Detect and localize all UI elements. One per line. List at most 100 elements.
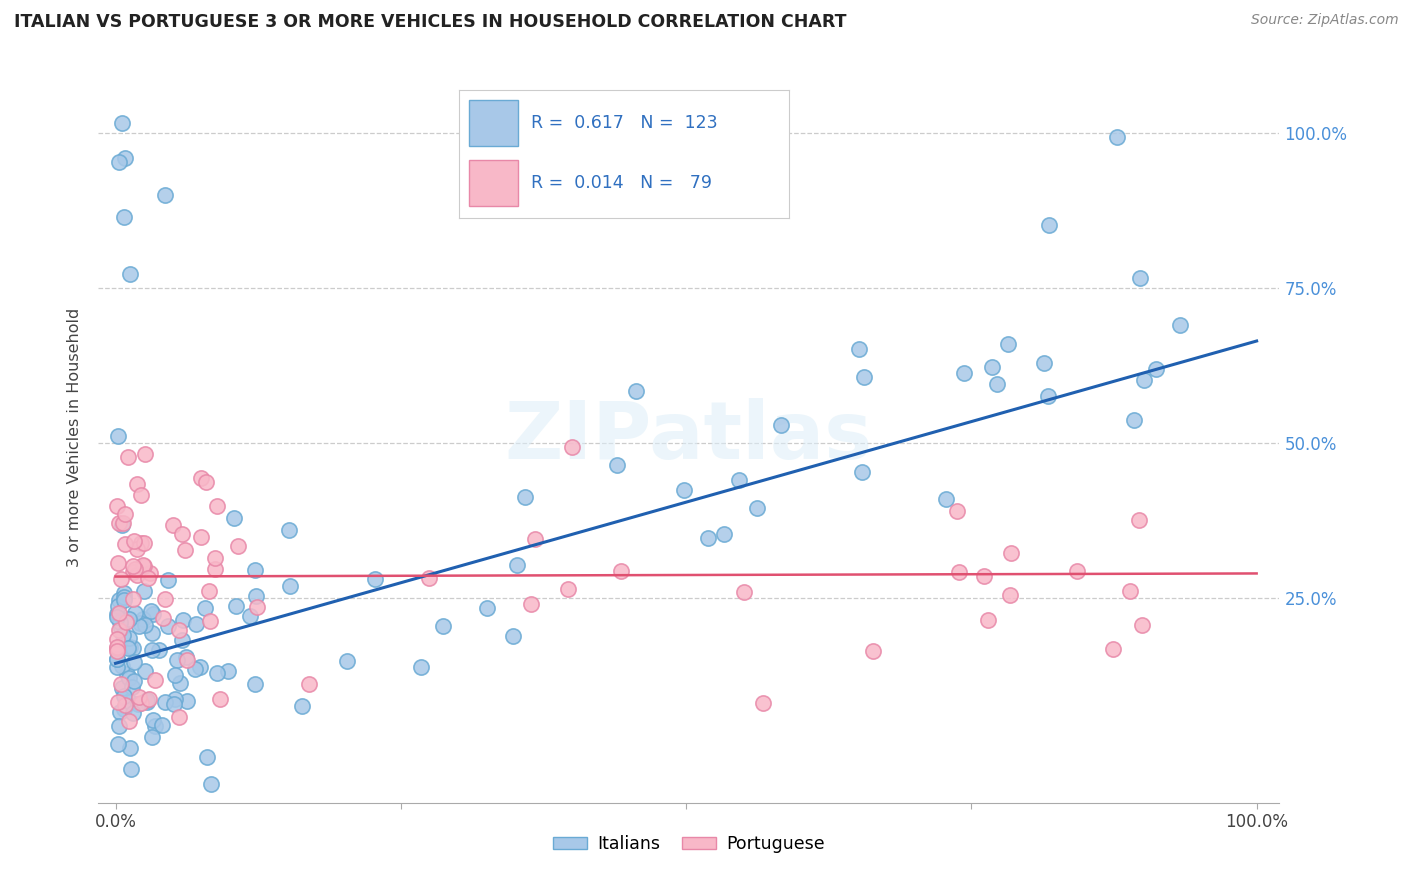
Point — [336, 654, 359, 668]
Point — [125, 477, 148, 491]
Point — [848, 343, 870, 357]
Point — [502, 628, 524, 642]
Point — [1066, 564, 1088, 578]
Point — [132, 612, 155, 626]
Point — [432, 619, 454, 633]
Point — [118, 612, 141, 626]
Point — [142, 607, 165, 621]
Point — [409, 659, 432, 673]
Point — [194, 601, 217, 615]
Point — [188, 660, 211, 674]
Point — [107, 652, 129, 666]
Point — [506, 558, 529, 572]
Point — [1133, 373, 1156, 387]
Point — [1038, 219, 1060, 233]
Point — [976, 613, 998, 627]
Point — [111, 681, 134, 695]
Point — [105, 607, 128, 622]
Point — [245, 589, 267, 603]
Point — [122, 655, 145, 669]
Point — [107, 719, 129, 733]
Point — [107, 593, 129, 607]
Point — [138, 566, 160, 581]
Point — [118, 714, 141, 729]
Point — [107, 695, 129, 709]
Point — [114, 698, 136, 712]
Point — [122, 591, 145, 606]
Point — [120, 741, 142, 756]
Point — [118, 268, 141, 282]
Point — [174, 649, 197, 664]
Point — [127, 697, 149, 711]
Text: Source: ZipAtlas.com: Source: ZipAtlas.com — [1251, 13, 1399, 28]
Point — [226, 539, 249, 553]
Point — [120, 762, 142, 776]
Point — [142, 713, 165, 727]
Point — [217, 664, 239, 678]
Point — [118, 695, 141, 709]
Point — [173, 542, 195, 557]
Point — [167, 623, 190, 637]
Point — [105, 641, 128, 656]
Point — [112, 211, 135, 225]
Point — [107, 599, 129, 614]
Point — [121, 565, 143, 579]
Point — [176, 653, 198, 667]
Point — [110, 116, 132, 130]
Point — [110, 621, 132, 635]
Point — [134, 584, 156, 599]
Point — [117, 640, 139, 655]
Point — [1130, 618, 1153, 632]
Point — [980, 360, 1002, 375]
Point — [111, 628, 134, 642]
Point — [246, 600, 269, 615]
Point — [291, 698, 314, 713]
Point — [243, 677, 266, 691]
Point — [110, 706, 132, 720]
Point — [156, 619, 179, 633]
Point — [108, 606, 131, 620]
Point — [129, 487, 152, 501]
Point — [1129, 270, 1152, 285]
Point — [184, 662, 207, 676]
Point — [198, 584, 221, 599]
Point — [190, 471, 212, 485]
Point — [107, 428, 129, 442]
Point — [747, 500, 769, 515]
Point — [122, 706, 145, 720]
Point — [107, 737, 129, 751]
Point — [128, 616, 150, 631]
Point — [1123, 413, 1146, 427]
Point — [122, 534, 145, 549]
Point — [115, 615, 138, 629]
Point — [112, 590, 135, 604]
Point — [224, 511, 246, 525]
Point — [118, 632, 141, 646]
Point — [278, 579, 301, 593]
Point — [143, 673, 166, 688]
Point — [112, 593, 135, 607]
Point — [120, 640, 142, 654]
Point — [418, 571, 440, 585]
Point — [141, 643, 163, 657]
Point — [513, 491, 536, 505]
Point — [948, 565, 970, 579]
Point — [105, 652, 128, 666]
Point — [129, 536, 152, 550]
Point — [770, 417, 793, 432]
Point — [696, 531, 718, 545]
Point — [141, 626, 163, 640]
Point — [204, 550, 226, 565]
Point — [129, 696, 152, 710]
Point — [277, 523, 299, 537]
Point — [122, 559, 145, 574]
Point — [122, 641, 145, 656]
Point — [190, 530, 212, 544]
Point — [108, 615, 131, 629]
Point — [124, 673, 146, 688]
Point — [150, 717, 173, 731]
Point — [172, 613, 194, 627]
Point — [167, 710, 190, 724]
Point — [110, 676, 132, 690]
Point — [1107, 129, 1129, 144]
